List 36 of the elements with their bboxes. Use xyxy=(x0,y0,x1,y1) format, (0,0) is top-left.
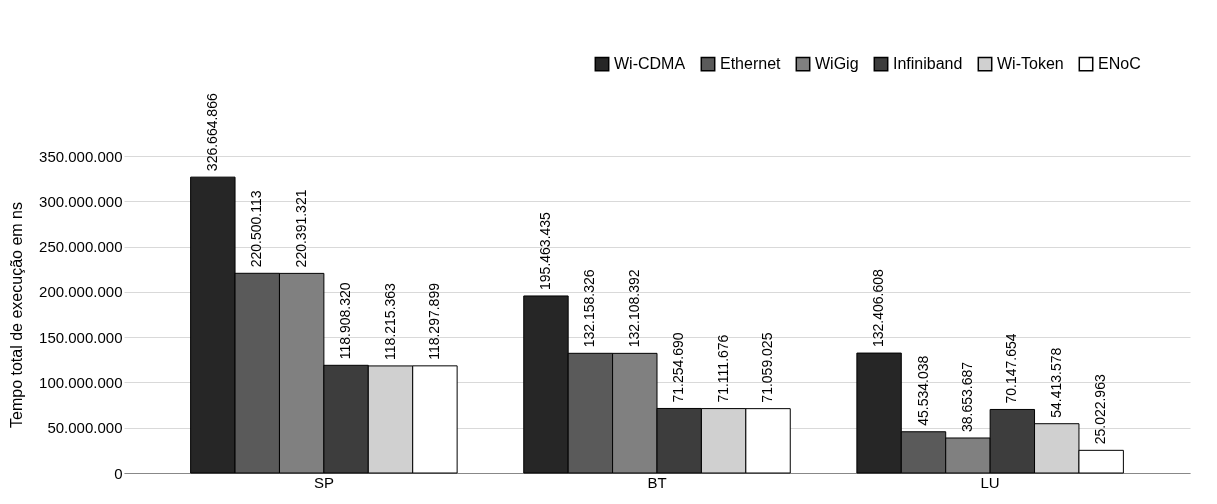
data-label: 326.664.866 xyxy=(203,93,220,172)
y-tick-label: 300.000.000 xyxy=(39,192,123,210)
y-tick-label: 250.000.000 xyxy=(39,238,123,256)
y-tick-label: 350.000.000 xyxy=(39,147,123,165)
data-label: 195.463.435 xyxy=(536,211,553,290)
y-tick-label: 200.000.000 xyxy=(39,283,123,301)
data-label: 132.406.608 xyxy=(870,269,887,348)
data-label: 25.022.963 xyxy=(1092,374,1109,445)
legend-label: Wi-CDMA xyxy=(614,55,686,73)
y-tick-label: 150.000.000 xyxy=(39,328,123,346)
data-label: 38.653.687 xyxy=(958,361,975,432)
legend-label: Infiniband xyxy=(893,55,963,73)
data-label: 118.908.320 xyxy=(337,282,354,360)
data-label: 118.297.899 xyxy=(425,282,442,360)
data-label: 220.500.113 xyxy=(248,190,265,268)
data-label: 132.108.392 xyxy=(625,269,642,348)
x-tick-label: BT xyxy=(647,473,667,491)
data-label: 54.413.578 xyxy=(1047,347,1064,418)
data-label: 220.391.321 xyxy=(292,189,309,268)
y-axis-title: Tempo total de execução em ns xyxy=(8,202,26,428)
data-label: 132.158.326 xyxy=(581,269,598,348)
legend-label: ENoC xyxy=(1098,55,1141,73)
x-tick-label: SP xyxy=(313,473,334,491)
data-label: 71.111.676 xyxy=(714,334,731,403)
data-label: 70.147.654 xyxy=(1003,333,1020,404)
y-tick-label: 100.000.000 xyxy=(39,373,123,391)
data-label: 118.215.363 xyxy=(381,282,398,360)
y-tick-label: 50.000.000 xyxy=(47,419,123,437)
legend-label: Wi-Token xyxy=(997,55,1064,73)
data-label: 71.059.025 xyxy=(759,332,776,403)
legend-label: Ethernet xyxy=(720,55,782,73)
data-label: 71.254.690 xyxy=(670,332,687,403)
x-tick-label: LU xyxy=(980,473,1000,491)
data-label: 45.534.038 xyxy=(914,355,931,426)
legend-label: WiGig xyxy=(815,55,859,73)
y-tick-label: 0 xyxy=(114,464,123,482)
